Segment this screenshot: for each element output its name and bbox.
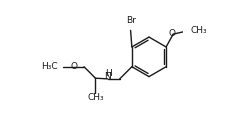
Text: O: O	[169, 29, 176, 38]
Text: N: N	[105, 72, 111, 81]
Text: H₃C: H₃C	[41, 62, 58, 71]
Text: CH₃: CH₃	[87, 94, 104, 103]
Text: Br: Br	[126, 16, 136, 25]
Text: CH₃: CH₃	[190, 26, 207, 35]
Text: O: O	[70, 62, 77, 71]
Text: H: H	[105, 69, 112, 78]
